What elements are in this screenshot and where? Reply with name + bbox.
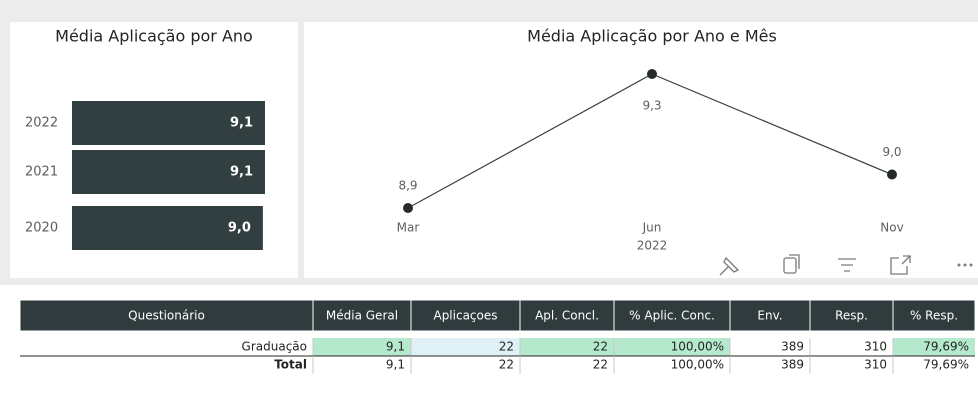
data-label: 9,3 [642,99,661,113]
line-panel [304,22,978,278]
point [887,169,897,180]
copy-icon-back [789,254,800,269]
cell-highlight [614,338,730,356]
table-cell: Total [274,358,307,372]
table-cell: Graduação [242,340,307,354]
more-icon[interactable] [957,263,973,267]
column-header: % Aplic. Conc. [629,309,715,323]
data-label: 9,1 [230,165,253,180]
cell-highlight [411,338,520,356]
table-cell: 9,1 [386,340,405,354]
header-cell [809,299,894,332]
table-cell: 389 [781,358,804,372]
pin-icon[interactable] [719,256,740,276]
bar [72,101,265,145]
y-tick-label: 2021 [25,165,58,180]
point [403,203,413,213]
chart-title: Média Aplicação por Ano e Mês [527,27,777,46]
data-label: 9,0 [882,145,901,159]
table-cell: 22 [593,340,608,354]
filter-icon[interactable] [838,258,856,272]
column-header: Aplicaçoes [433,309,497,323]
table-cell: 22 [499,358,514,372]
table-cell: 79,69% [923,340,969,354]
copy-icon[interactable] [783,257,797,274]
table-cell: 9,1 [386,358,405,372]
x-tick-label: Mar [397,221,420,235]
data-label: 9,0 [228,221,251,236]
column-header: Média Geral [326,309,398,323]
cell-highlight [313,338,411,356]
table-cell: 22 [499,340,514,354]
chart-title: Média Aplicação por Ano [55,27,253,46]
bar [72,150,265,194]
table-cell: 100,00% [671,340,724,354]
column-header: Apl. Concl. [535,309,599,323]
table-cell: 310 [864,340,887,354]
cell-highlight [893,338,975,356]
sort-indicator [425,333,435,338]
table-cell: 22 [593,358,608,372]
y-tick-label: 2022 [25,116,58,131]
point [647,69,657,79]
data-label: 8,9 [398,179,417,193]
y-tick-label: 2020 [25,221,58,236]
column-header: Resp. [835,309,868,323]
x-tick-label: Jun [642,221,662,235]
table-cell: 389 [781,340,804,354]
column-header: % Resp. [910,309,958,323]
table-cell: 310 [864,358,887,372]
header-cell [519,299,615,332]
table-cell: 100,00% [671,358,724,372]
bar [72,206,263,250]
header-cell [729,299,811,332]
cell-highlight [520,338,614,356]
column-header: Env. [757,309,782,323]
visual-toolbar [719,254,973,276]
x-tick-label: Nov [880,221,903,235]
focus-icon[interactable] [890,255,911,275]
data-label: 9,1 [230,116,253,131]
table-cell: 79,69% [923,358,969,372]
header-cell [312,299,412,332]
x-group-label: 2022 [637,239,668,253]
header-cell [892,299,976,332]
column-header: Questionário [128,309,205,323]
